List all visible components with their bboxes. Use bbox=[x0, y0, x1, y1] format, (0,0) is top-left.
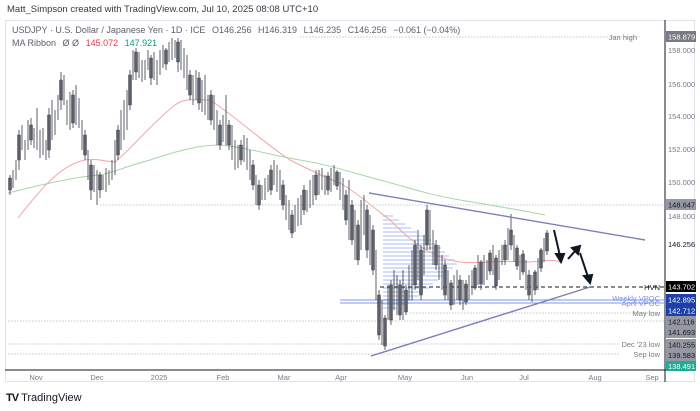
indicator-name[interactable]: MA Ribbon bbox=[12, 38, 57, 48]
time-axis-ticks: Nov Dec 2025 Feb Mar Apr May Jun Jul Aug… bbox=[29, 373, 658, 382]
svg-text:158.879: 158.879 bbox=[668, 33, 695, 42]
label-hvn: HVN bbox=[644, 283, 660, 292]
symbol-legend[interactable]: USDJPY · U.S. Dollar / Japanese Yen · 1D… bbox=[12, 25, 460, 35]
indicator-legend[interactable]: MA Ribbon Ø Ø 145.072 147.921 bbox=[12, 38, 157, 48]
chart-credit: Matt_Simpson created with TradingView.co… bbox=[7, 4, 319, 15]
svg-text:Jun: Jun bbox=[461, 373, 473, 382]
svg-text:Apr: Apr bbox=[335, 373, 347, 382]
svg-text:Dec: Dec bbox=[90, 373, 104, 382]
svg-text:2025: 2025 bbox=[151, 373, 168, 382]
label-dec23-low: Dec '23 low bbox=[621, 340, 660, 349]
symbol-title[interactable]: USDJPY · U.S. Dollar / Japanese Yen · 1D… bbox=[12, 25, 206, 35]
ma-fast-value: 145.072 bbox=[85, 38, 119, 48]
svg-text:143.702: 143.702 bbox=[668, 283, 695, 292]
label-jan-high: Jan high bbox=[609, 33, 637, 42]
ohlc-low: L146.235 bbox=[303, 25, 342, 35]
svg-text:140.255: 140.255 bbox=[668, 341, 695, 350]
ma-fast-line bbox=[17, 99, 561, 264]
ma-slow-value: 147.921 bbox=[124, 38, 158, 48]
svg-text:Mar: Mar bbox=[278, 373, 291, 382]
svg-text:Feb: Feb bbox=[217, 373, 230, 382]
svg-text:142.116: 142.116 bbox=[668, 318, 695, 327]
svg-text:150.000: 150.000 bbox=[668, 178, 695, 187]
ohlc-close: C146.256 bbox=[347, 25, 387, 35]
lower-trendline bbox=[370, 286, 591, 357]
svg-text:156.000: 156.000 bbox=[668, 80, 695, 89]
svg-text:142.895: 142.895 bbox=[668, 296, 695, 305]
svg-text:Sep: Sep bbox=[645, 373, 658, 382]
label-may-low: May low bbox=[632, 309, 660, 318]
ohlc-high: H146.319 bbox=[258, 25, 298, 35]
ohlc-open: O146.256 bbox=[211, 25, 252, 35]
label-april-vpoc: April VPOC bbox=[622, 299, 661, 308]
projection-arrows bbox=[553, 229, 594, 286]
svg-text:Jul: Jul bbox=[519, 373, 529, 382]
tradingview-logo-icon: TV bbox=[6, 392, 19, 404]
svg-text:146.256: 146.256 bbox=[668, 240, 695, 249]
svg-text:138.491: 138.491 bbox=[668, 362, 695, 371]
svg-text:142.712: 142.712 bbox=[668, 307, 695, 316]
triangle-trendlines bbox=[368, 192, 646, 357]
label-weekly-vpoc: Weekly VPOC bbox=[612, 294, 660, 303]
svg-text:148.000: 148.000 bbox=[668, 212, 695, 221]
svg-text:139.583: 139.583 bbox=[668, 351, 695, 360]
level-labels: Jan high HVN Weekly VPOC April VPOC May … bbox=[609, 33, 661, 359]
price-axis-ticks: 158.000 156.000 154.000 152.000 150.000 … bbox=[668, 46, 695, 221]
label-sep-low: Sep low bbox=[633, 350, 660, 359]
ma-slow-line bbox=[7, 144, 546, 216]
brand-name: TradingView bbox=[21, 392, 82, 404]
svg-text:Nov: Nov bbox=[29, 373, 43, 382]
svg-text:141.693: 141.693 bbox=[668, 328, 695, 337]
svg-text:May: May bbox=[398, 373, 412, 382]
upper-trendline bbox=[368, 192, 646, 241]
svg-text:148.647: 148.647 bbox=[668, 201, 695, 210]
tradingview-brand[interactable]: TV TradingView bbox=[6, 392, 82, 404]
candle-bodies bbox=[8, 41, 549, 347]
svg-text:Aug: Aug bbox=[588, 373, 601, 382]
svg-text:154.000: 154.000 bbox=[668, 112, 695, 121]
svg-text:152.000: 152.000 bbox=[668, 145, 695, 154]
ohlc-change: −0.061 (−0.04%) bbox=[393, 25, 461, 35]
price-tags: 158.879 148.647 146.256 143.702 142.895 … bbox=[666, 31, 696, 371]
level-lines bbox=[8, 36, 665, 355]
indicator-flags: Ø Ø bbox=[62, 38, 80, 48]
svg-text:158.000: 158.000 bbox=[668, 46, 695, 55]
